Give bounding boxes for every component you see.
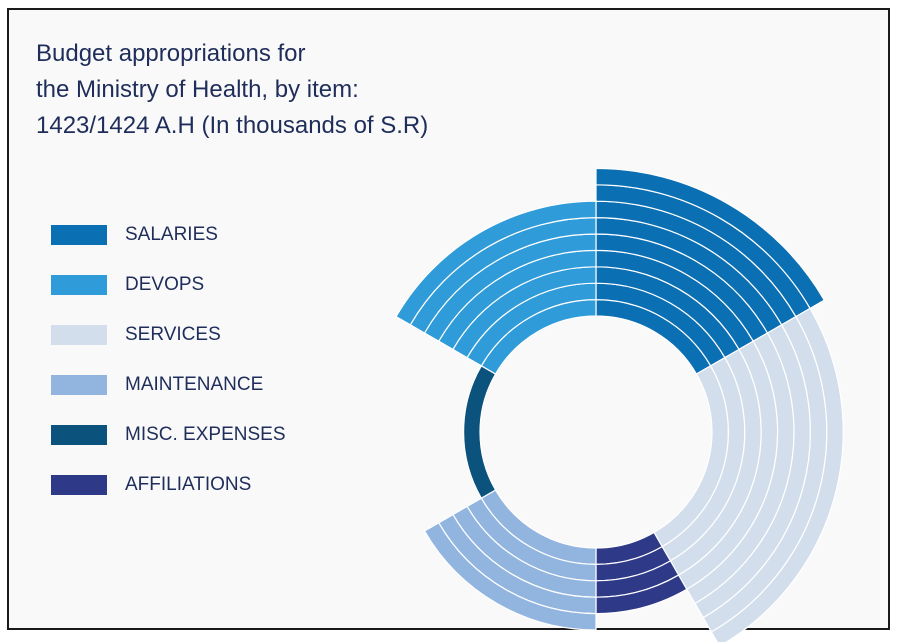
bar-maintenance-ring-5: [423, 521, 597, 631]
bar-services: [653, 307, 844, 642]
legend-item-devops: DEVOPS: [51, 260, 286, 310]
legend-swatch-devops: [51, 275, 107, 295]
bar-misc-expenses: [463, 364, 497, 500]
bar-maintenance: [423, 489, 597, 631]
chart-title-line-1: Budget appropriations for: [36, 40, 306, 67]
legend-label-services: SERVICES: [125, 324, 221, 345]
legend-swatch-services: [51, 325, 107, 345]
legend-label-misc-expenses: MISC. EXPENSES: [125, 424, 286, 445]
legend-item-affiliations: AFFILIATIONS: [51, 460, 286, 510]
bar-misc-expenses-ring-1: [463, 364, 497, 500]
legend-label-devops: DEVOPS: [125, 274, 205, 295]
bar-services-ring-8: [710, 307, 844, 642]
legend-item-services: SERVICES: [51, 310, 286, 360]
bar-salaries-ring-9: [595, 167, 826, 310]
legend-item-misc-expenses: MISC. EXPENSES: [51, 410, 286, 460]
chart-title: Budget appropriations for the Ministry o…: [36, 36, 428, 144]
legend-label-maintenance: MAINTENANCE: [125, 374, 264, 395]
legend-swatch-salaries: [51, 225, 107, 245]
chart-title-line-2: the Ministry of Health, by item:: [36, 76, 359, 103]
bar-devops-ring-7: [395, 200, 597, 326]
legend-label-affiliations: AFFILIATIONS: [125, 474, 252, 495]
bar-salaries: [595, 167, 826, 375]
legend-item-salaries: SALARIES: [51, 210, 286, 260]
legend-swatch-misc-expenses: [51, 425, 107, 445]
bar-devops: [395, 200, 597, 375]
legend: SALARIES DEVOPS SERVICES MAINTENANCE MIS…: [51, 210, 286, 510]
chart-title-line-3: 1423/1424 A.H (In thousands of S.R): [36, 112, 429, 139]
legend-swatch-affiliations: [51, 475, 107, 495]
legend-swatch-maintenance: [51, 375, 107, 395]
legend-item-maintenance: MAINTENANCE: [51, 360, 286, 410]
legend-label-salaries: SALARIES: [125, 224, 218, 245]
